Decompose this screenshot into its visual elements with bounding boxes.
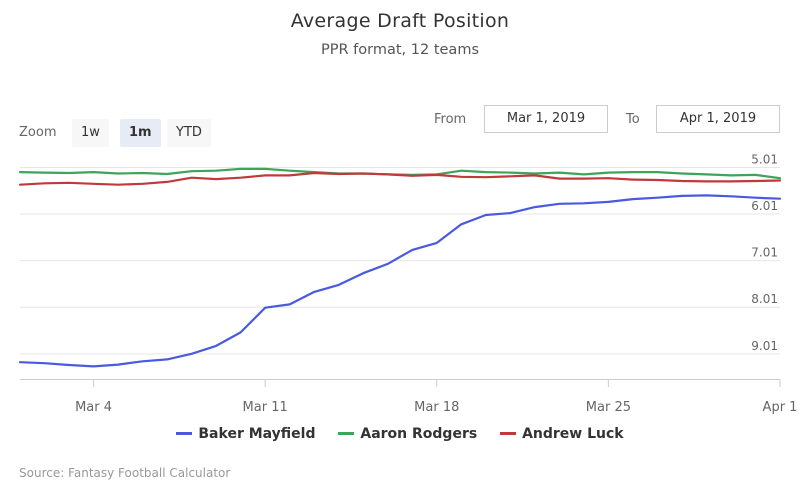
series-line-aaron-rodgers — [18, 167, 782, 180]
to-date-input[interactable]: Apr 1, 2019 — [656, 105, 780, 133]
chart-subtitle: PPR format, 12 teams — [321, 42, 479, 58]
legend-item-aaron-rodgers[interactable]: Aaron Rodgers — [338, 426, 477, 442]
x-tick-label: Mar 25 — [586, 400, 631, 415]
legend-label: Aaron Rodgers — [360, 426, 478, 442]
legend-swatch — [500, 431, 517, 435]
zoom-1w-button[interactable]: 1w — [72, 119, 109, 147]
series-line-baker-mayfield — [18, 194, 782, 368]
from-date-input[interactable]: Mar 1, 2019 — [484, 105, 608, 133]
chart-credits: Source: Fantasy Football Calculator — [19, 466, 231, 480]
legend-label: Baker Mayfield — [198, 426, 316, 442]
to-label: To — [626, 112, 640, 127]
y-tick-label: 5.01 — [751, 152, 778, 166]
zoom-ytd-button[interactable]: YTD — [167, 119, 211, 147]
chart-legend: Baker Mayfield Aaron Rodgers Andrew Luck — [0, 426, 800, 442]
series-line-andrew-luck — [18, 171, 782, 186]
chart-title: Average Draft Position — [290, 10, 510, 32]
legend-item-andrew-luck[interactable]: Andrew Luck — [500, 426, 624, 442]
x-tick-label: Apr 1 — [763, 400, 798, 415]
x-tick-label: Mar 18 — [414, 400, 459, 415]
x-tick-label: Mar 11 — [243, 400, 288, 415]
x-tick-label: Mar 4 — [75, 400, 112, 415]
legend-swatch — [176, 431, 193, 435]
y-tick-label: 7.01 — [751, 246, 778, 260]
legend-label: Andrew Luck — [522, 426, 624, 442]
y-tick-label: 8.01 — [751, 292, 778, 306]
zoom-label: Zoom — [19, 125, 57, 140]
from-label: From — [434, 112, 467, 127]
y-tick-label: 9.01 — [751, 339, 778, 353]
zoom-1m-button[interactable]: 1m — [120, 119, 161, 147]
legend-item-baker-mayfield[interactable]: Baker Mayfield — [176, 426, 315, 442]
legend-swatch — [338, 431, 355, 435]
y-tick-label: 6.01 — [751, 199, 778, 213]
